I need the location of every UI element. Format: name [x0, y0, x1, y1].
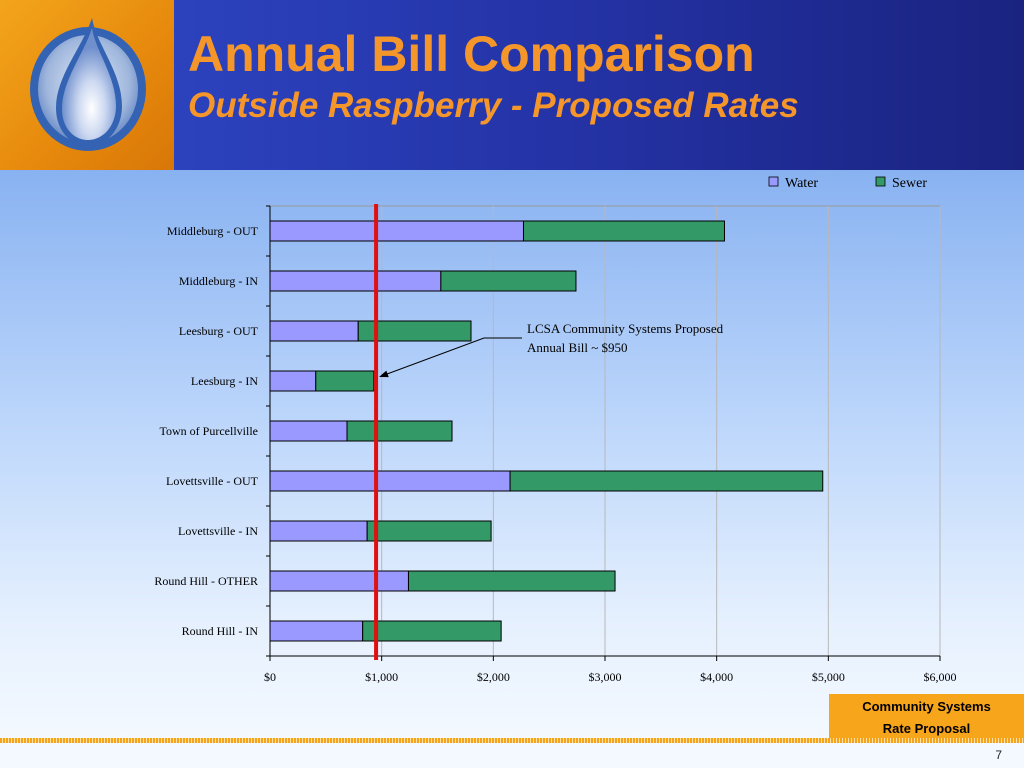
water-drop-icon — [30, 18, 146, 151]
bar-water — [269, 270, 442, 292]
category-label: Middleburg - IN — [179, 274, 258, 288]
bar-sewer — [366, 520, 492, 542]
bar-water — [269, 320, 359, 342]
y-axis-ticks — [266, 205, 270, 657]
bar-sewer — [315, 370, 375, 392]
x-tick-label: $5,000 — [812, 670, 845, 684]
bar-sewer — [522, 220, 725, 242]
bar-water — [269, 470, 511, 492]
category-label: Lovettsville - IN — [178, 524, 258, 538]
x-axis-ticks: $0 $1,000 $2,000 $3,000 $4,000 $5,000 $6,000 — [264, 656, 957, 684]
slide-title: Annual Bill Comparison — [188, 26, 755, 82]
footer-line1: Community Systems — [862, 699, 991, 714]
legend-water-swatch — [768, 176, 779, 187]
bar-water — [269, 420, 348, 442]
annotation-line1: LCSA Community Systems Proposed — [527, 321, 724, 336]
footer-line2: Rate Proposal — [882, 721, 971, 736]
annotation-leader — [386, 337, 522, 375]
bars — [269, 220, 824, 642]
footer-box: Community Systems Rate Proposal — [829, 694, 1024, 740]
bar-water — [269, 520, 368, 542]
category-label: Middleburg - OUT — [167, 224, 259, 238]
category-labels: Middleburg - OUT Middleburg - IN Leesburg … — [154, 224, 258, 638]
x-tick-label: $3,000 — [589, 670, 622, 684]
category-label: Lovettsville - OUT — [166, 474, 259, 488]
x-tick-label: $0 — [264, 670, 276, 684]
logo-panel — [0, 0, 174, 170]
legend-water-label: Water — [785, 176, 818, 191]
legend-sewer-label: Sewer — [892, 176, 927, 191]
annotation-line2: Annual Bill ~ $950 — [527, 340, 628, 355]
x-tick-label: $2,000 — [477, 670, 510, 684]
category-label: Round Hill - IN — [182, 624, 259, 638]
bar-sewer — [440, 270, 577, 292]
bar-sewer — [346, 420, 453, 442]
bar-water — [269, 570, 409, 592]
bar-sewer — [362, 620, 502, 642]
legend-sewer-swatch — [875, 176, 886, 187]
page-number: 7 — [995, 748, 1002, 762]
category-label: Leesburg - OUT — [179, 324, 259, 338]
category-label: Leesburg - IN — [191, 374, 258, 388]
category-label: Round Hill - OTHER — [154, 574, 258, 588]
bar-water — [269, 220, 524, 242]
chart-legend: Water Sewer — [768, 176, 927, 191]
category-label: Town of Purcellville — [160, 424, 258, 438]
annotation: LCSA Community Systems Proposed Annual B… — [379, 321, 724, 378]
footer-stripe — [0, 738, 1024, 743]
annotation-arrowhead — [379, 370, 389, 378]
bar-water — [269, 620, 364, 642]
bar-sewer — [357, 320, 472, 342]
bar-sewer — [509, 470, 824, 492]
bar-water — [269, 370, 317, 392]
slide-subtitle: Outside Raspberry - Proposed Rates — [188, 86, 799, 125]
x-tick-label: $1,000 — [365, 670, 398, 684]
x-tick-label: $6,000 — [924, 670, 957, 684]
bar-sewer — [407, 570, 616, 592]
x-tick-label: $4,000 — [700, 670, 733, 684]
